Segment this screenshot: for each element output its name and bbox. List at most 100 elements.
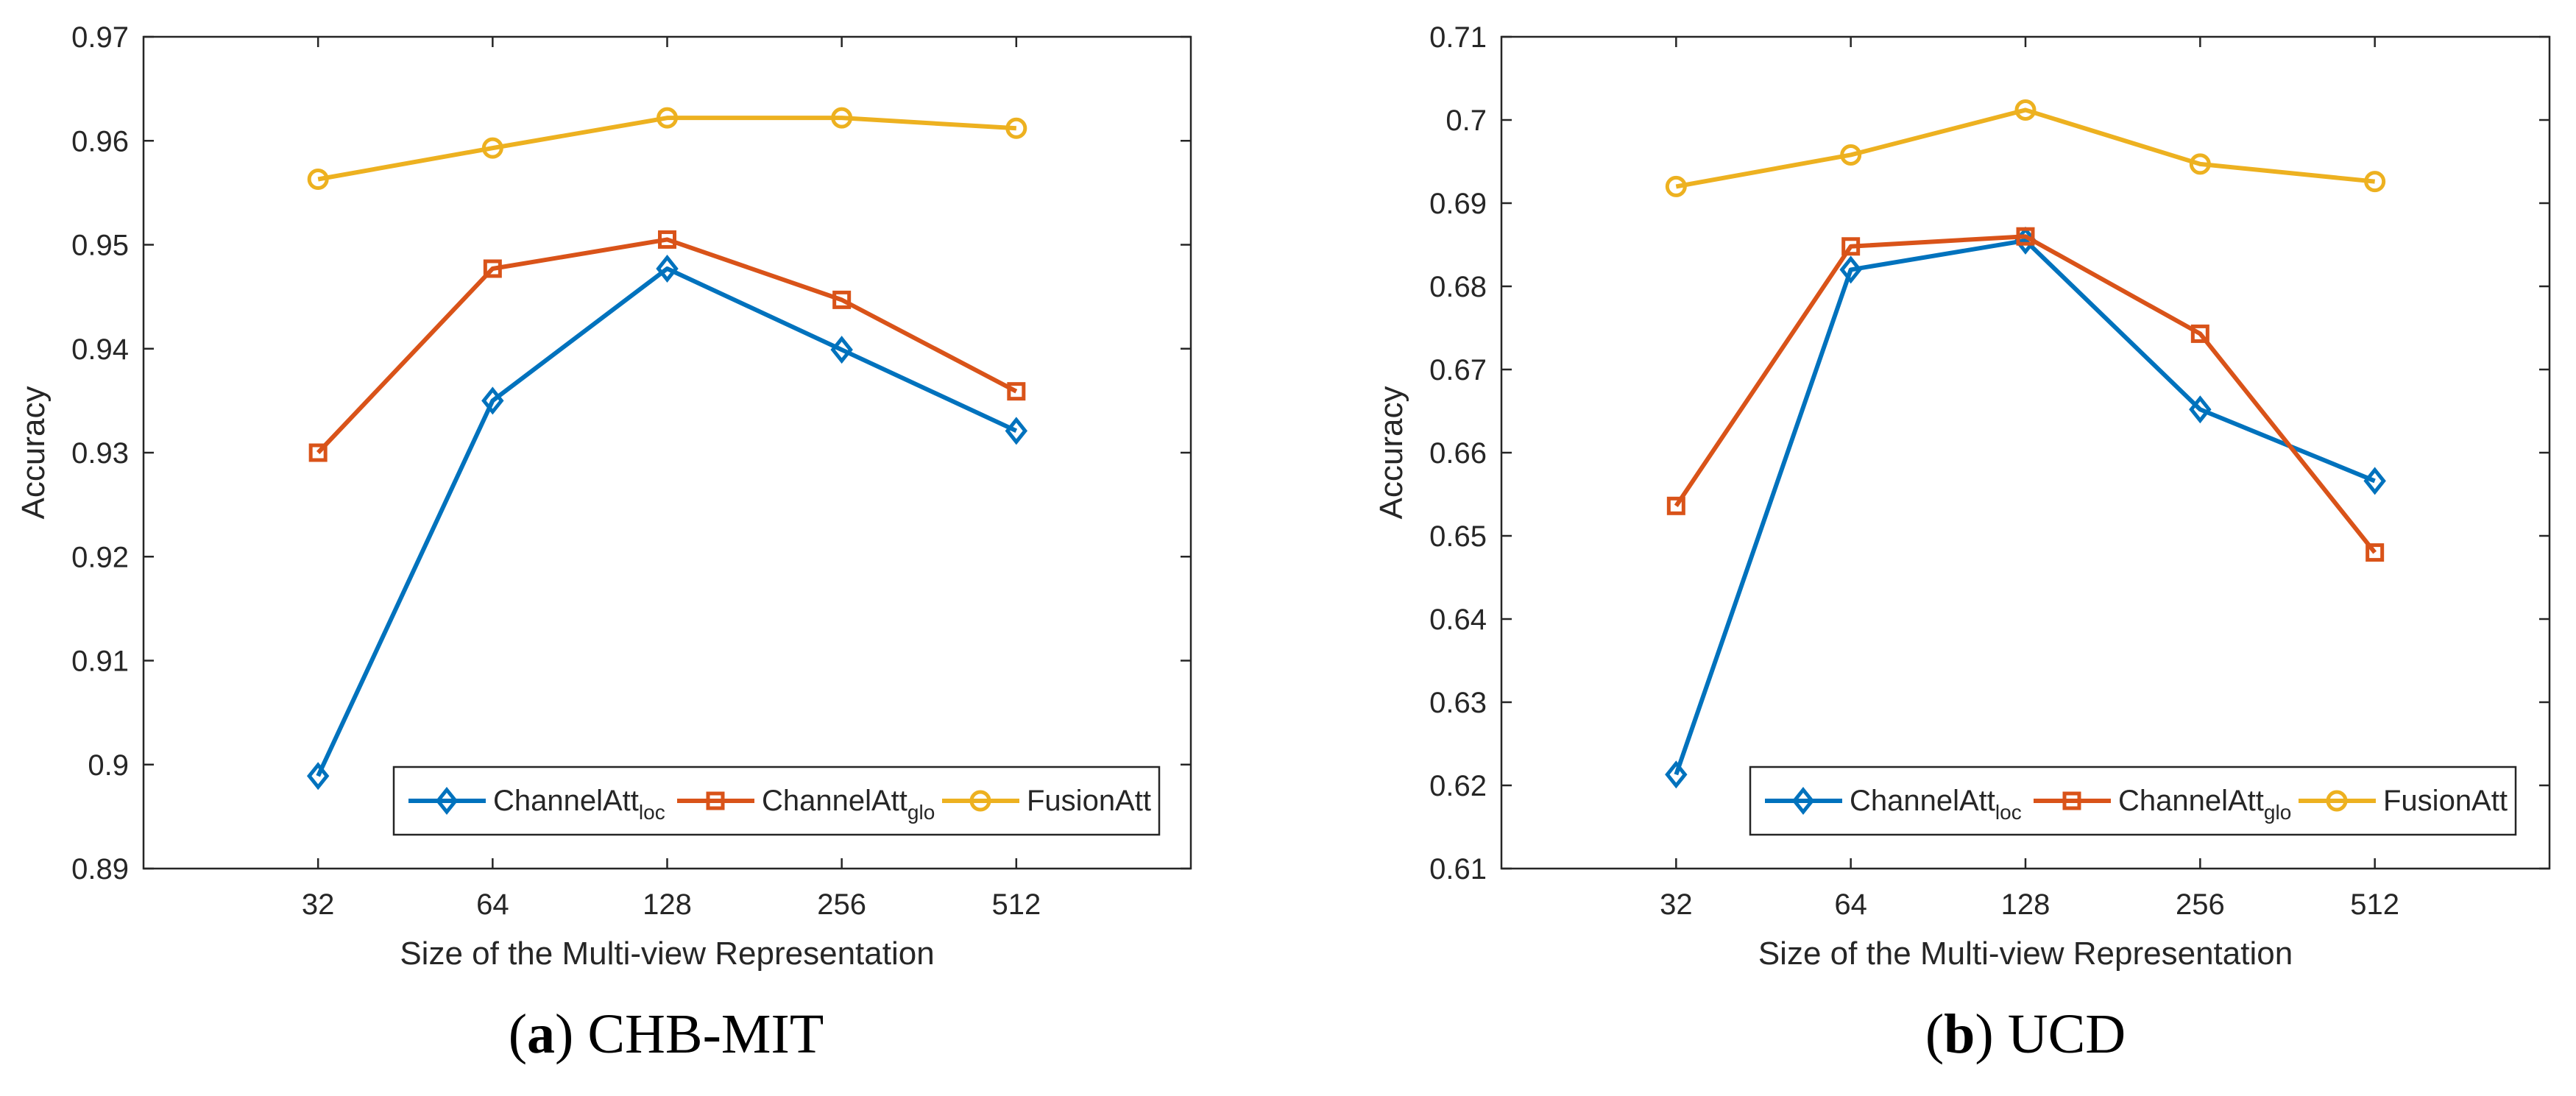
y-tick-label: 0.62 (1429, 770, 1487, 802)
x-tick-label: 32 (302, 888, 335, 921)
y-tick-label: 0.91 (71, 646, 129, 678)
legend: ChannelAttloc ChannelAttglo FusionAtt (392, 766, 1161, 836)
data-point (1841, 237, 1861, 256)
legend-marker (2062, 791, 2081, 810)
data-point (1839, 255, 1862, 284)
y-tick-label: 0.68 (1429, 271, 1487, 303)
caption-text: UCD (2008, 1003, 2126, 1065)
series-circle (1665, 99, 2386, 197)
legend-box (392, 766, 1161, 836)
data-point (2189, 395, 2212, 424)
data-point (1007, 382, 1026, 401)
data-point (1665, 175, 1687, 197)
data-point (306, 762, 330, 791)
x-axis-label: Size of the Multi-view Representation (400, 936, 934, 972)
data-point (658, 230, 676, 249)
y-tick-label: 0.63 (1429, 687, 1487, 719)
chart-panel-b: 0.61 0.62 0.63 0.64 0.65 0.66 0.67 0.68 0.69 0.7 0… (1373, 21, 2551, 1065)
legend-marker (435, 786, 459, 816)
series-square (308, 230, 1026, 462)
y-tick-label: 0.96 (71, 125, 129, 158)
data-point (656, 254, 679, 283)
y-tick-label: 0.94 (71, 333, 129, 366)
legend-label-subscript: loc (1995, 801, 2022, 824)
y-tick-label: 0.67 (1429, 354, 1487, 386)
panel-caption: (a) CHB-MIT (509, 1003, 824, 1065)
legend-label-subscript: glo (2264, 801, 2291, 824)
x-tick-label: 256 (817, 888, 866, 921)
y-tick-label: 0.61 (1429, 853, 1487, 885)
series-line (317, 116, 1017, 182)
legend-box (1749, 766, 2517, 836)
legend-marker (2326, 790, 2348, 812)
series-diamond (306, 254, 1028, 791)
series-diamond (1665, 226, 2386, 789)
x-tick-label: 32 (1660, 888, 1693, 921)
data-point (1005, 417, 1028, 445)
series-square (1666, 227, 2385, 562)
x-tick-label: 128 (643, 888, 692, 921)
data-point (1005, 117, 1027, 139)
y-tick-label: 0.7 (1446, 105, 1487, 137)
data-point (2016, 227, 2035, 246)
data-point (831, 107, 853, 129)
data-point (481, 386, 504, 415)
x-tick-label: 128 (2001, 888, 2050, 921)
x-tick-label: 64 (476, 888, 509, 921)
caption-text: CHB-MIT (587, 1003, 824, 1065)
data-point (483, 259, 502, 278)
data-point (2014, 99, 2037, 121)
y-tick-label: 0.65 (1429, 520, 1487, 553)
data-point (2190, 324, 2209, 343)
series-line (1675, 107, 2375, 189)
y-tick-label: 0.71 (1429, 21, 1487, 54)
y-tick-label: 0.92 (71, 541, 129, 573)
legend-label-subscript: glo (907, 801, 935, 824)
y-tick-label: 0.69 (1429, 188, 1487, 220)
plot-frame (1500, 35, 2551, 870)
y-tick-label: 0.9 (88, 749, 129, 782)
data-point (481, 137, 503, 159)
y-tick-label: 0.95 (71, 230, 129, 262)
y-tick-label: 0.64 (1429, 604, 1487, 636)
data-point (2364, 171, 2386, 193)
plot-frame (142, 35, 1192, 870)
series-line (1674, 238, 2376, 776)
series-line (1674, 234, 2377, 554)
data-point (307, 169, 329, 191)
data-point (830, 336, 853, 364)
data-point (2363, 467, 2386, 495)
x-tick-label: 512 (2350, 888, 2399, 921)
x-tick-label: 512 (991, 888, 1041, 921)
legend-label: FusionAtt (2383, 785, 2508, 817)
y-tick-label: 0.89 (71, 853, 129, 885)
x-tick-label: 64 (1834, 888, 1867, 921)
series-line (316, 237, 1018, 455)
data-point (657, 107, 678, 129)
series-circle (307, 107, 1027, 191)
y-tick-label: 0.93 (71, 437, 129, 470)
data-point (1666, 496, 1685, 515)
data-point (2189, 153, 2211, 175)
legend-marker (706, 791, 725, 810)
caption-letter: a (527, 1003, 555, 1065)
data-point (308, 443, 328, 462)
y-tick-label: 0.66 (1429, 437, 1487, 470)
legend-marker (1791, 786, 1815, 816)
y-axis-label: Accuracy (15, 386, 52, 520)
legend-label-subscript: loc (639, 801, 665, 824)
caption-letter: b (1944, 1003, 1975, 1065)
data-point (2366, 543, 2385, 562)
data-point (1665, 760, 1688, 789)
legend-marker (969, 790, 991, 812)
data-point (832, 290, 852, 309)
legend-label: FusionAtt (1027, 785, 1151, 817)
x-tick-label: 256 (2176, 888, 2225, 921)
y-tick-label: 0.97 (71, 21, 129, 54)
data-point (1840, 144, 1862, 166)
series-line (316, 266, 1018, 777)
chart-panel-a: 0.89 0.9 0.91 0.92 0.93 0.94 0.95 0.96 0.97 32 64 1… (15, 21, 1192, 1065)
panel-caption: (b) UCD (1925, 1003, 2126, 1065)
